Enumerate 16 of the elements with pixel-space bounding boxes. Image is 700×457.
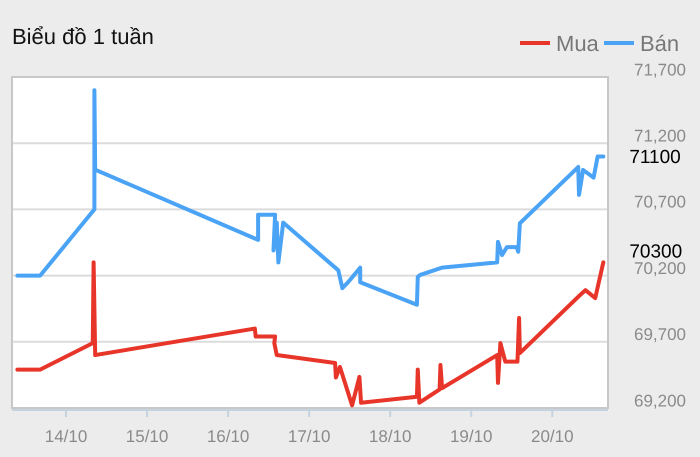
y-tick-label: 69,700	[634, 325, 686, 344]
x-tick-label: 19/10	[450, 427, 493, 446]
x-tick-label: 20/10	[531, 427, 574, 446]
y-tick-label: 71,200	[634, 126, 686, 146]
x-tick-label: 15/10	[126, 427, 168, 446]
x-tick-label: 14/10	[44, 427, 88, 446]
y-tick-label: 71,700	[634, 60, 686, 80]
x-tick-label: 16/10	[206, 427, 250, 446]
legend-label: Mua	[556, 31, 600, 56]
x-tick-label: 17/10	[288, 427, 330, 446]
y-tick-label: 69,200	[634, 391, 686, 410]
y-tick-label: 70,700	[634, 192, 686, 212]
annotation: 71100	[629, 147, 681, 168]
x-tick-label: 18/10	[368, 427, 412, 446]
chart-title: Biểu đồ 1 tuần	[12, 24, 154, 49]
legend-label: Bán	[640, 31, 680, 56]
